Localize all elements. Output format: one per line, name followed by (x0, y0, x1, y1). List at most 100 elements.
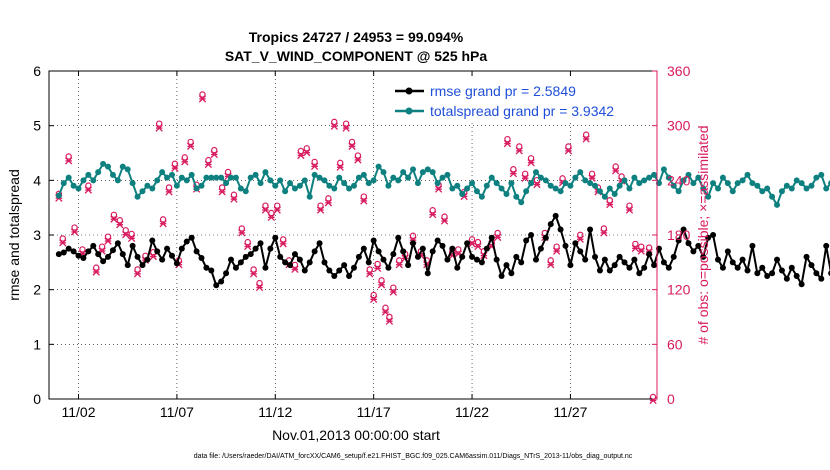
series-point-rmse (173, 260, 180, 267)
series-point-rmse (375, 248, 382, 255)
series-point-rmse (380, 256, 387, 263)
series-point-totalspread (385, 182, 392, 189)
series-point-rmse (193, 248, 200, 255)
series-point-totalspread (749, 180, 756, 187)
series-point-rmse (149, 237, 156, 244)
series-point-totalspread (675, 188, 682, 195)
chart-title-line1: Tropics 24727 / 24953 = 99.094% (249, 29, 464, 45)
obs-assimilated-point (370, 295, 378, 304)
series-point-totalspread (454, 182, 461, 189)
series-point-totalspread (188, 171, 195, 178)
series-point-totalspread (665, 174, 672, 181)
y-right-tick-label: 180 (667, 227, 691, 243)
obs-possible-point (238, 225, 246, 232)
obs-assimilated-point (552, 247, 561, 255)
obs-assimilated-point (110, 215, 118, 223)
y-right-tick-label: 120 (667, 282, 691, 298)
series-point-rmse (414, 253, 421, 260)
series-point-rmse (528, 232, 535, 238)
series-point-totalspread (764, 185, 771, 192)
series-point-rmse (228, 256, 235, 263)
obs-assimilated-point (204, 160, 213, 169)
series-point-rmse (119, 251, 126, 258)
obs-possible-point (396, 257, 403, 264)
series-point-rmse (596, 267, 603, 274)
series-point-rmse (129, 242, 136, 249)
series-point-totalspread (350, 182, 357, 189)
obs-assimilated-point (527, 159, 535, 167)
obs-assimilated-point (70, 228, 79, 236)
obs-possible-point (360, 193, 368, 200)
series-point-totalspread (813, 174, 820, 181)
series-point-totalspread (380, 169, 387, 176)
y-left-tick-label: 1 (33, 336, 41, 352)
obs-assimilated-point (521, 174, 529, 182)
legend-spread-marker (405, 107, 413, 115)
obs-possible-point (218, 184, 226, 191)
obs-assimilated-point (385, 317, 394, 325)
series-point-rmse (355, 253, 362, 260)
x-tick-label: 11/07 (160, 404, 194, 420)
series-point-rmse (774, 256, 781, 263)
obs-possible-point (441, 213, 448, 220)
obs-possible-point (199, 91, 206, 98)
series-point-rmse (183, 238, 190, 245)
obs-possible-point (59, 235, 66, 242)
series-point-rmse (798, 281, 805, 288)
series-point-rmse (424, 270, 431, 277)
obs-assimilated-point (59, 239, 67, 247)
series-point-totalspread (193, 185, 200, 192)
obs-assimilated-point (576, 235, 584, 243)
series-point-totalspread (483, 182, 490, 189)
series-point-totalspread (567, 182, 574, 189)
obs-assimilated-point (600, 229, 608, 237)
series-point-rmse (154, 248, 161, 255)
series-point-rmse (523, 237, 530, 244)
obs-possible-point (600, 225, 608, 232)
series-point-rmse (783, 275, 790, 282)
series-point-rmse (242, 253, 249, 260)
obs-possible-point (429, 207, 436, 214)
series-point-rmse (105, 253, 112, 260)
series-point-totalspread (60, 180, 67, 187)
series-point-rmse (700, 253, 707, 260)
series-point-rmse (636, 270, 643, 277)
series-point-rmse (262, 264, 269, 271)
obs-possible-point (297, 147, 305, 155)
y-right-tick-label: 360 (667, 63, 691, 79)
series-point-totalspread (705, 193, 712, 200)
series-point-rmse (714, 256, 721, 263)
series-point-rmse (306, 259, 313, 266)
series-point-rmse (449, 245, 456, 252)
obs-assimilated-point (366, 270, 374, 278)
obs-assimilated-point (297, 151, 305, 160)
obs-assimilated-point (267, 213, 276, 222)
obs-possible-point (165, 184, 173, 191)
y-left-tick-label: 2 (33, 282, 41, 298)
obs-assimilated-point (533, 180, 541, 189)
series-point-rmse (764, 273, 771, 279)
obs-assimilated-point (316, 206, 325, 214)
obs-assimilated-point (389, 288, 397, 296)
obs-count-layer (55, 91, 657, 405)
series-point-totalspread (149, 185, 156, 192)
series-point-totalspread (282, 188, 289, 195)
series-point-totalspread (439, 174, 446, 181)
y-left-tick-label: 5 (33, 118, 41, 134)
series-point-rmse (208, 267, 215, 274)
series-point-rmse (710, 232, 717, 238)
series-point-totalspread (778, 188, 785, 195)
series-point-totalspread (769, 193, 776, 200)
series-point-rmse (365, 259, 372, 266)
series-point-totalspread (680, 177, 687, 184)
obs-assimilated-point (133, 270, 142, 278)
series-point-totalspread (759, 188, 766, 195)
series-point-rmse (405, 262, 412, 269)
series-point-totalspread (395, 177, 402, 184)
series-point-rmse (498, 273, 505, 279)
series-point-rmse (301, 267, 308, 274)
series-point-rmse (267, 245, 274, 252)
series-point-totalspread (621, 177, 628, 184)
obs-assimilated-point (381, 308, 390, 316)
series-point-totalspread (80, 177, 87, 184)
